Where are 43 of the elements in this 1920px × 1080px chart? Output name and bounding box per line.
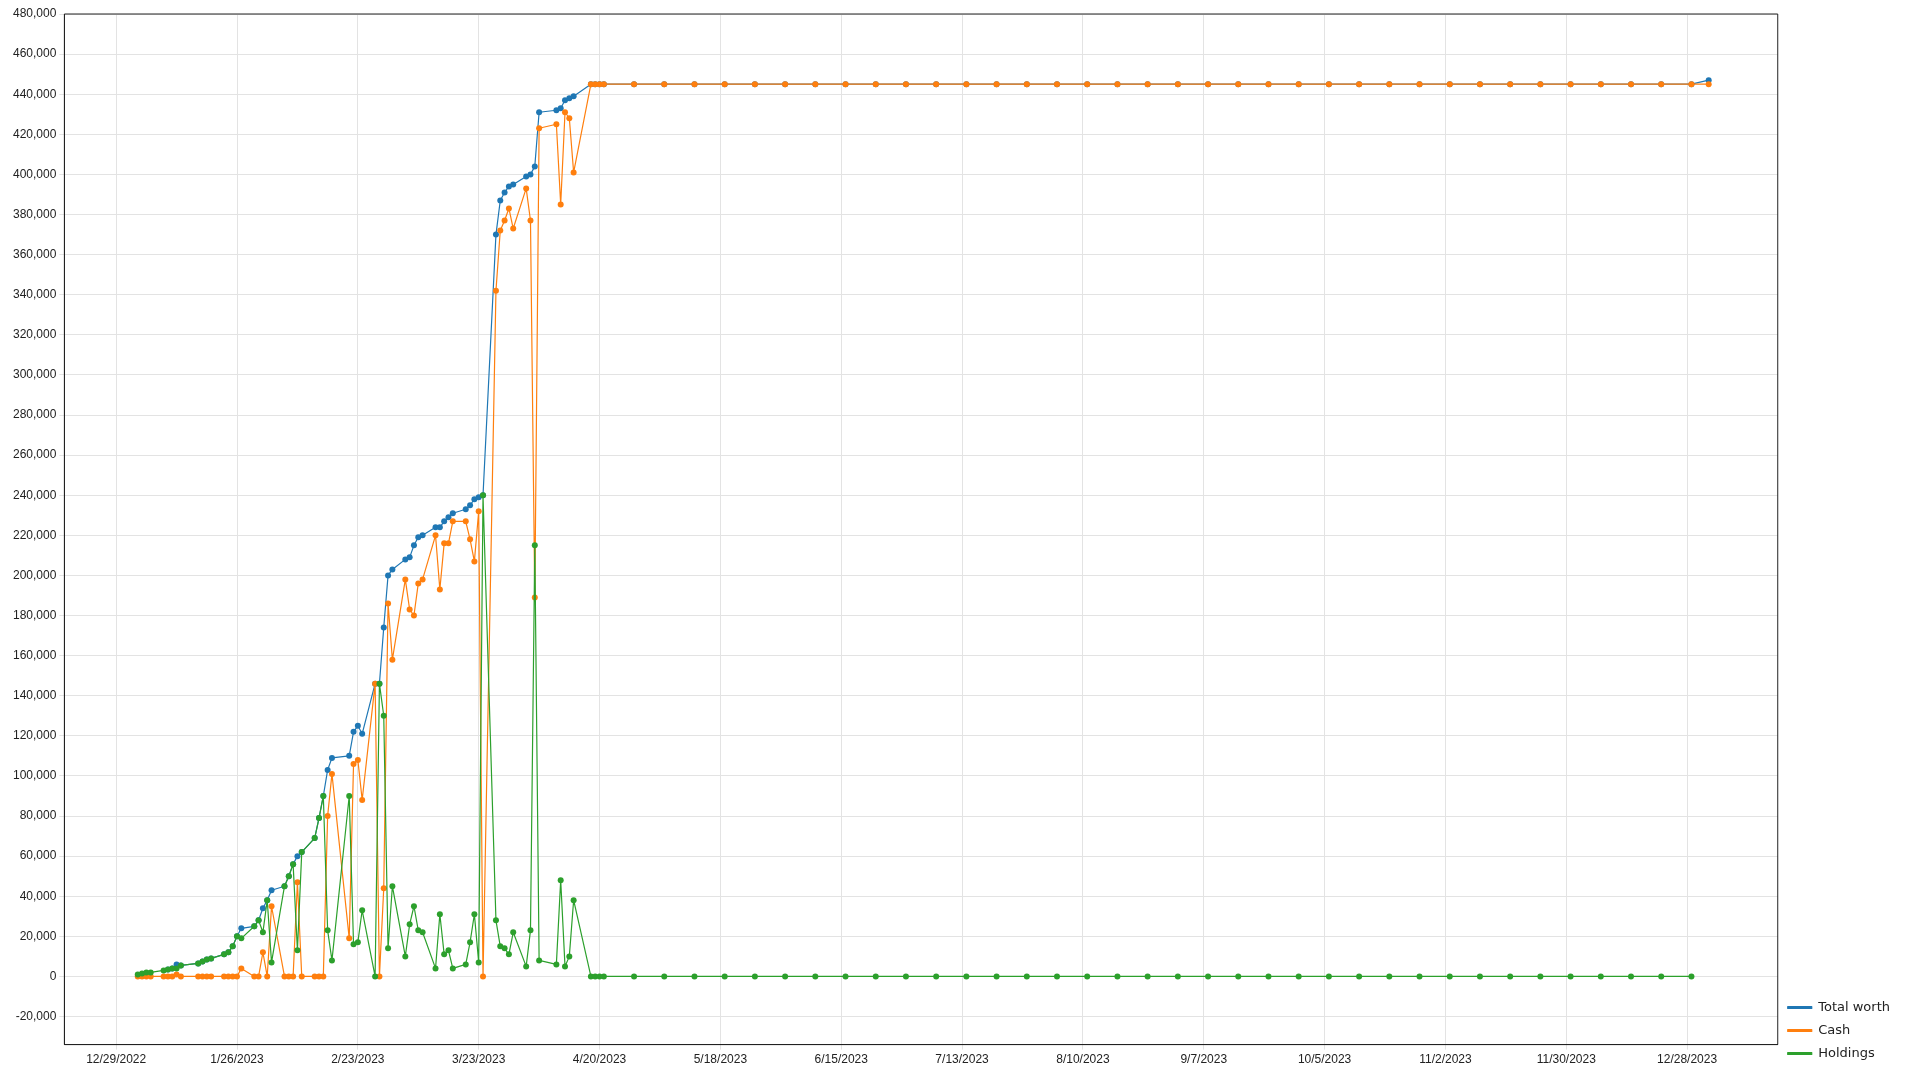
x-tick-label: 11/30/2023 (1536, 1052, 1597, 1067)
x-tick-label: 2/23/2023 (331, 1052, 385, 1067)
y-tick-label: 0 (49, 968, 57, 983)
y-tick-label: 220,000 (12, 527, 57, 542)
y-tick-label: 240,000 (12, 487, 57, 502)
y-tick-label: 80,000 (19, 808, 57, 823)
y-tick-label: 300,000 (12, 367, 57, 382)
x-tick-label: 6/15/2023 (814, 1052, 869, 1067)
legend-label: Cash (1818, 1021, 1851, 1037)
y-tick-label: 140,000 (12, 688, 57, 703)
y-tick-label: 40,000 (19, 888, 57, 903)
legend-label: Total worth (1817, 998, 1891, 1014)
y-tick-label: 100,000 (12, 768, 57, 783)
legend-label: Holdings (1818, 1044, 1875, 1060)
y-tick-label: 480,000 (12, 6, 57, 21)
x-tick-label: 3/23/2023 (452, 1052, 506, 1067)
y-tick-label: 340,000 (12, 287, 57, 302)
x-tick-label: 7/13/2023 (935, 1052, 990, 1067)
x-tick-label: 12/29/2022 (86, 1052, 147, 1067)
x-tick-label: 9/7/2023 (1180, 1052, 1228, 1067)
y-tick-label: 260,000 (12, 447, 57, 462)
y-tick-label: 120,000 (12, 728, 57, 743)
y-tick-label: 180,000 (12, 607, 57, 622)
x-tick-label: 1/26/2023 (210, 1052, 265, 1067)
x-tick-label: 8/10/2023 (1056, 1052, 1110, 1067)
y-tick-label: 160,000 (12, 647, 57, 662)
y-tick-label: 380,000 (12, 206, 57, 221)
x-tick-label: 10/5/2023 (1297, 1052, 1352, 1067)
y-tick-label: 440,000 (12, 86, 57, 101)
y-tick-label: 200,000 (12, 567, 57, 582)
y-tick-label: 400,000 (12, 166, 57, 181)
x-tick-label: 12/28/2023 (1657, 1052, 1718, 1067)
y-tick-label: 360,000 (12, 246, 57, 261)
x-tick-label: 5/18/2023 (693, 1052, 748, 1067)
y-tick-label: 60,000 (19, 848, 57, 863)
y-tick-label: 460,000 (12, 46, 57, 61)
y-tick-label: 320,000 (12, 327, 57, 342)
y-tick-label: 280,000 (12, 407, 57, 422)
y-tick-label: 20,000 (19, 928, 57, 943)
y-tick-label: 420,000 (12, 126, 57, 141)
x-tick-label: 4/20/2023 (572, 1052, 627, 1067)
x-tick-label: 11/2/2023 (1419, 1052, 1472, 1067)
y-tick-label: -20,000 (15, 1008, 57, 1023)
